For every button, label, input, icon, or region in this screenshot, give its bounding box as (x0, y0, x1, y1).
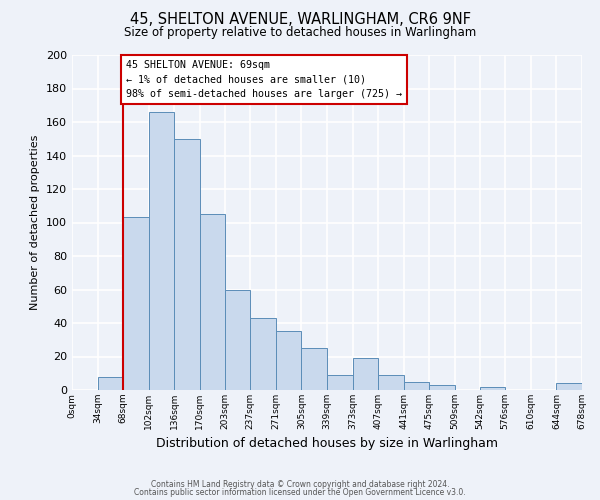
Bar (224, 290, 250, 390)
X-axis label: Distribution of detached houses by size in Warlingham: Distribution of detached houses by size … (156, 438, 498, 450)
Bar (200, 214, 224, 390)
Text: Size of property relative to detached houses in Warlingham: Size of property relative to detached ho… (124, 26, 476, 39)
Bar (276, 332, 301, 390)
Bar (149, 112, 175, 390)
Text: Contains HM Land Registry data © Crown copyright and database right 2024.: Contains HM Land Registry data © Crown c… (151, 480, 449, 489)
Bar (98, 376, 123, 390)
Bar (556, 384, 582, 390)
Bar (250, 318, 276, 390)
Bar (301, 348, 327, 390)
Text: 45, SHELTON AVENUE, WARLINGHAM, CR6 9NF: 45, SHELTON AVENUE, WARLINGHAM, CR6 9NF (130, 12, 470, 28)
Bar (175, 138, 200, 390)
Bar (479, 386, 505, 390)
Y-axis label: Number of detached properties: Number of detached properties (31, 135, 40, 310)
Text: Contains public sector information licensed under the Open Government Licence v3: Contains public sector information licen… (134, 488, 466, 497)
Bar (404, 382, 430, 390)
Text: 45 SHELTON AVENUE: 69sqm
← 1% of detached houses are smaller (10)
98% of semi-de: 45 SHELTON AVENUE: 69sqm ← 1% of detache… (126, 60, 402, 99)
Bar (123, 218, 149, 390)
Bar (430, 385, 455, 390)
Bar (353, 358, 378, 390)
Bar (378, 375, 404, 390)
Bar (327, 375, 353, 390)
